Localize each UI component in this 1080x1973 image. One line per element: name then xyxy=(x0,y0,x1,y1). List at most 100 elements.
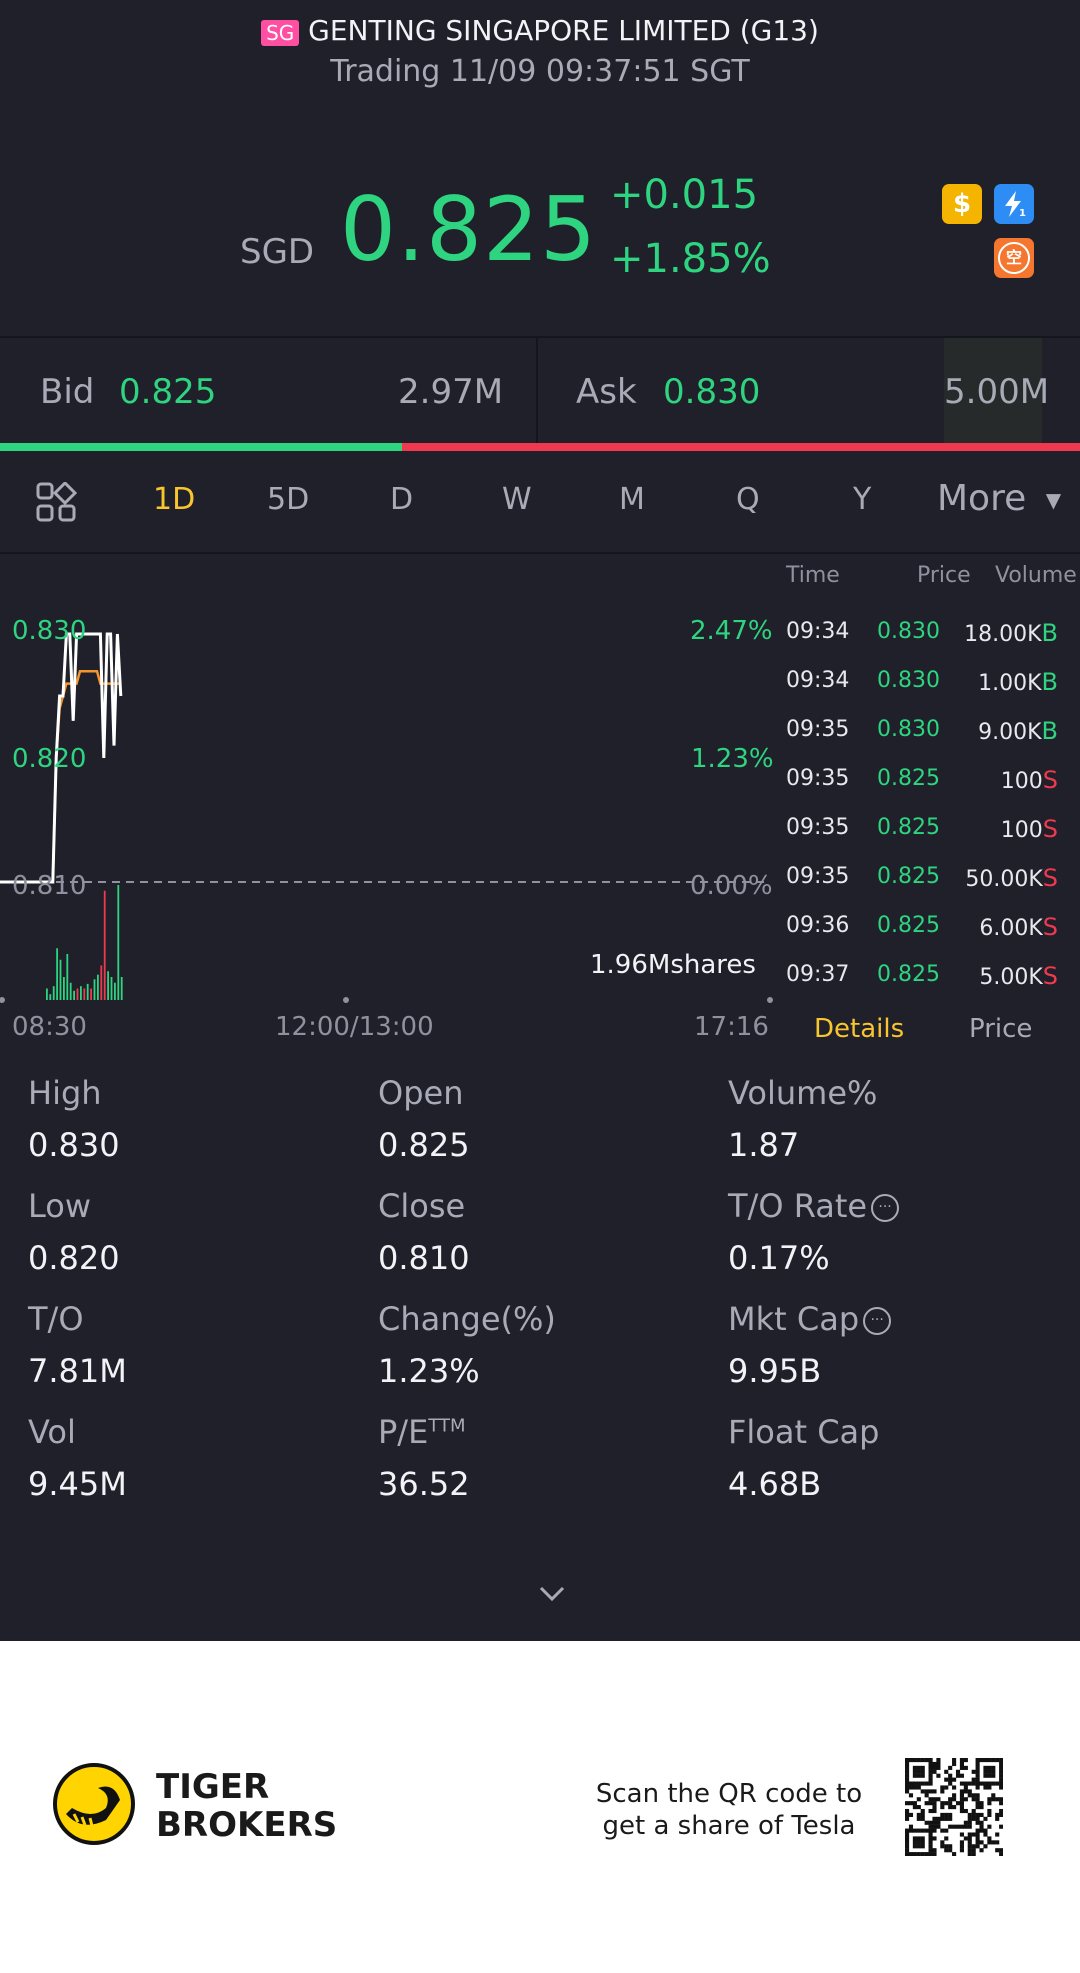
volume-bar xyxy=(46,988,48,1000)
stat-value: 9.45M xyxy=(28,1465,127,1503)
short-sell-icon[interactable]: 空 xyxy=(994,238,1034,278)
trade-side: S xyxy=(1042,962,1058,990)
tab-price[interactable]: Price xyxy=(969,1014,1033,1044)
trade-volume: 18.00KB xyxy=(930,619,1058,647)
volume-bar xyxy=(83,988,86,1000)
volume-bar xyxy=(73,990,75,1000)
trade-volume-value: 18.00K xyxy=(964,622,1042,647)
trade-time: 09:35 xyxy=(786,717,850,742)
trade-volume: 9.00KB xyxy=(930,717,1058,745)
tab-d[interactable]: D xyxy=(390,482,414,517)
volume-bar xyxy=(117,885,120,1000)
volume-bar xyxy=(97,974,99,1000)
stat-value: 1.87 xyxy=(728,1126,800,1164)
stat-label: Close xyxy=(378,1187,465,1225)
brand-line-2: BROKERS xyxy=(156,1805,338,1845)
stat-label-text: Vol xyxy=(28,1413,76,1451)
trading-status: Trading 11/09 09:37:51 SGT xyxy=(330,54,750,89)
trade-price: 0.830 xyxy=(877,717,940,742)
stat-label-sup: TTM xyxy=(428,1415,466,1437)
tab-5d[interactable]: 5D xyxy=(267,482,310,517)
trade-price: 0.825 xyxy=(877,864,940,889)
pct-tick-mid: 1.23% xyxy=(691,744,774,774)
trade-price: 0.825 xyxy=(877,766,940,791)
stat-label: T/O xyxy=(28,1300,84,1338)
bid-label: Bid xyxy=(40,372,95,412)
trade-price: 0.825 xyxy=(877,913,940,938)
chevron-down-icon[interactable] xyxy=(538,1585,566,1607)
ask-price[interactable]: 0.830 xyxy=(663,372,761,412)
tab-more[interactable]: More ▼ xyxy=(937,478,1061,519)
stat-label: Volume% xyxy=(728,1074,877,1112)
stat-label-text: T/O Rate xyxy=(728,1187,868,1225)
info-icon[interactable]: ··· xyxy=(871,1194,900,1222)
lightning-icon[interactable]: 1 xyxy=(994,184,1034,224)
qr-code[interactable] xyxy=(905,1758,1004,1860)
market-badge: SG xyxy=(261,20,300,46)
ask-depth-shade xyxy=(944,338,1042,443)
volume-bar xyxy=(52,986,55,1000)
tab-w[interactable]: W xyxy=(502,482,532,517)
trade-volume: 5.00KS xyxy=(930,962,1058,990)
trades-header-volume: Volume xyxy=(995,563,1077,588)
dollar-icon[interactable]: $ xyxy=(942,184,982,224)
divider xyxy=(0,552,1080,554)
trade-side: S xyxy=(1042,815,1058,843)
trade-side: S xyxy=(1042,766,1058,794)
y-tick-0830: 0.830 xyxy=(12,616,87,646)
stat-value: 0.820 xyxy=(28,1239,120,1277)
trade-price: 0.825 xyxy=(877,962,940,987)
stat-label: Low xyxy=(28,1187,91,1225)
tab-1d[interactable]: 1D xyxy=(153,482,196,517)
trade-time: 09:37 xyxy=(786,962,850,987)
pct-tick-zero: 0.00% xyxy=(690,871,773,901)
volume-bar xyxy=(80,986,82,1000)
tab-y[interactable]: Y xyxy=(853,482,872,517)
stat-label-text: Mkt Cap xyxy=(728,1300,860,1338)
volume-bar xyxy=(66,954,69,1000)
svg-text:1: 1 xyxy=(1019,208,1026,219)
volume-bar xyxy=(93,979,96,1000)
x-tick-close: 17:16 xyxy=(694,1012,769,1042)
bid-ratio-bar xyxy=(0,443,402,451)
axis-dot xyxy=(343,997,349,1003)
volume-bar xyxy=(110,977,113,1000)
layout-grid-icon[interactable] xyxy=(36,480,78,528)
stat-label[interactable]: T/O Rate ··· xyxy=(728,1187,900,1225)
tiger-logo-icon xyxy=(52,1762,136,1850)
stat-label[interactable]: Mkt Cap ··· xyxy=(728,1300,892,1338)
tab-q[interactable]: Q xyxy=(736,482,760,517)
info-icon[interactable]: ··· xyxy=(863,1307,892,1335)
tab-m[interactable]: M xyxy=(619,482,645,517)
trade-time: 09:36 xyxy=(786,913,850,938)
trade-side: S xyxy=(1042,864,1058,892)
trade-volume-value: 5.00K xyxy=(979,965,1043,990)
app-background xyxy=(0,0,1080,1641)
stat-label: P/ETTM xyxy=(378,1413,466,1451)
volume-bar xyxy=(107,971,109,1000)
stat-label: Open xyxy=(378,1074,463,1112)
trade-time: 09:34 xyxy=(786,619,850,644)
volume-bar xyxy=(59,959,62,1000)
short-sell-glyph: 空 xyxy=(998,242,1030,274)
trade-side: B xyxy=(1041,619,1058,647)
trades-header-time: Time xyxy=(786,563,840,588)
trade-volume: 100S xyxy=(930,766,1058,794)
volume-bar xyxy=(114,982,116,1000)
trade-volume-value: 100 xyxy=(1000,818,1043,843)
bid-price[interactable]: 0.825 xyxy=(119,372,217,412)
trade-volume-value: 6.00K xyxy=(979,916,1043,941)
divider xyxy=(0,336,1080,338)
intraday-chart[interactable] xyxy=(0,552,775,1042)
tab-details[interactable]: Details xyxy=(814,1014,905,1044)
promo-line-1: Scan the QR code to xyxy=(595,1779,863,1809)
pct-tick-high: 2.47% xyxy=(690,616,773,646)
volume-bar xyxy=(49,994,52,1000)
stat-value: 4.68B xyxy=(728,1465,822,1503)
stat-value: 0.810 xyxy=(378,1239,470,1277)
trade-side: S xyxy=(1042,913,1058,941)
stat-label-text: High xyxy=(28,1074,102,1112)
volume-bars xyxy=(46,885,123,1000)
brand-line-1: TIGER xyxy=(156,1767,270,1807)
trade-volume: 6.00KS xyxy=(930,913,1058,941)
